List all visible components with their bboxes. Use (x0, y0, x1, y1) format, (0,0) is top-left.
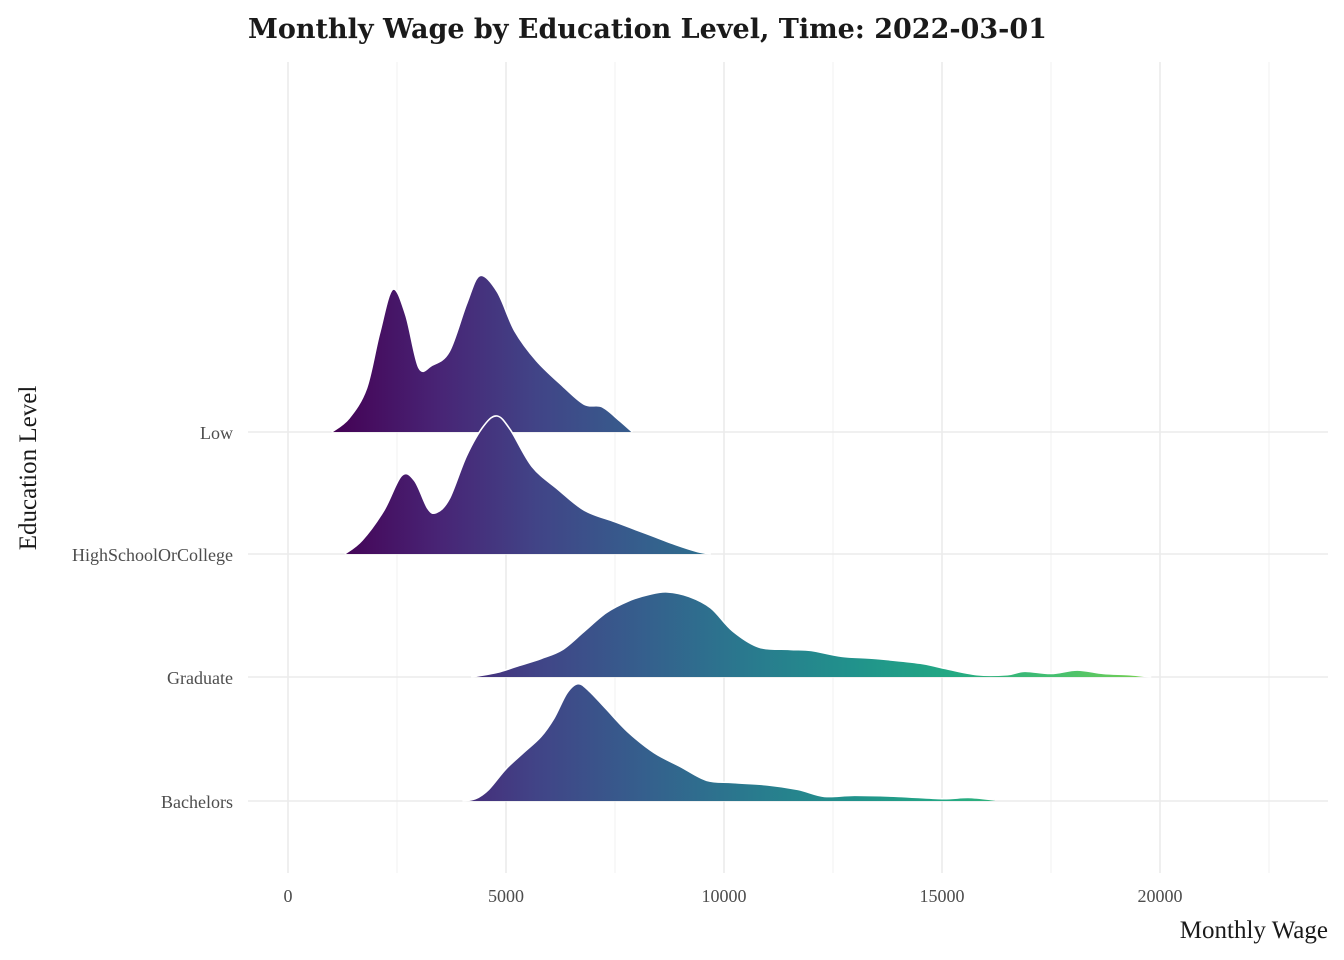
ridge-outline (470, 591, 1152, 678)
y-tick-label: HighSchoolOrCollege (72, 545, 233, 565)
y-tick-label: Low (200, 423, 233, 443)
ridge-Low (331, 274, 633, 433)
y-tick-label: Bachelors (161, 792, 233, 812)
ridge-fill (331, 275, 633, 432)
ridge-outline (462, 682, 995, 802)
x-tick-label: 20000 (1138, 886, 1183, 906)
y-tick-label: Graduate (167, 668, 233, 688)
y-axis-title: Education Level (15, 386, 42, 551)
x-tick-label: 10000 (702, 886, 747, 906)
ridge-Bachelors (462, 682, 995, 802)
ridge-outline (344, 415, 712, 555)
x-tick-label: 5000 (488, 886, 524, 906)
ridge-outline (331, 274, 633, 433)
ridge-Graduate (470, 591, 1152, 678)
chart-title: Monthly Wage by Education Level, Time: 2… (248, 14, 1047, 45)
grid-lines (248, 62, 1328, 873)
ridge-fill (462, 683, 995, 801)
x-axis-tick-labels: 0 5000 10000 15000 20000 (284, 886, 1183, 906)
ridge-HighSchoolOrCollege (344, 415, 712, 555)
ridge-fill (344, 415, 711, 554)
x-tick-label: 0 (284, 886, 293, 906)
y-axis-tick-labels: Bachelors Graduate HighSchoolOrCollege Low (72, 423, 233, 812)
x-axis-title: Monthly Wage (1180, 917, 1328, 944)
x-tick-label: 15000 (920, 886, 965, 906)
density-ridges (331, 274, 1152, 802)
ridge-fill (471, 591, 1152, 677)
